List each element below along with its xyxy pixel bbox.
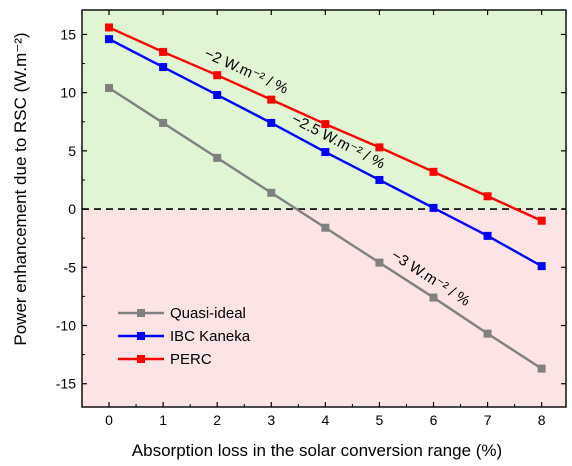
region-positive <box>82 10 566 210</box>
y-axis-label: Power enhancement due to RSC (W.m⁻²) <box>11 32 30 345</box>
point-perc-2 <box>213 71 222 80</box>
x-tick-label: 8 <box>538 412 546 428</box>
y-tick-label: -10 <box>56 318 76 334</box>
point-ibc-kaneka-4 <box>321 148 330 157</box>
point-quasi-ideal-0 <box>105 84 114 93</box>
point-ibc-kaneka-1 <box>159 63 168 72</box>
point-quasi-ideal-8 <box>537 364 546 373</box>
y-tick-label: 15 <box>60 26 76 42</box>
plot-background <box>82 10 566 407</box>
legend-label-ibc-kaneka: IBC Kaneka <box>170 328 251 345</box>
x-tick-label: 2 <box>213 412 221 428</box>
point-perc-0 <box>105 23 114 32</box>
region-negative <box>82 209 566 407</box>
axes-group: 0 1 2 3 4 5 6 7 8 -15 -10 -5 0 5 10 15 <box>56 9 567 428</box>
y-tick-label: 5 <box>68 143 76 159</box>
point-perc-8 <box>537 216 546 225</box>
x-tick-label: 5 <box>376 412 384 428</box>
point-quasi-ideal-6 <box>429 293 438 302</box>
point-perc-4 <box>321 120 330 129</box>
x-tick-label: 4 <box>321 412 329 428</box>
point-ibc-kaneka-8 <box>537 262 546 271</box>
series-group <box>105 23 546 373</box>
x-axis-label: Absorption loss in the solar conversion … <box>132 441 502 460</box>
point-ibc-kaneka-5 <box>375 175 384 184</box>
point-perc-6 <box>429 167 438 176</box>
legend-label-quasi-ideal: Quasi-ideal <box>170 305 246 322</box>
point-quasi-ideal-3 <box>267 188 276 197</box>
point-quasi-ideal-5 <box>375 258 384 267</box>
legend-marker-ibc-kaneka <box>137 332 145 340</box>
x-tick-label: 1 <box>159 412 167 428</box>
x-tick-label: 3 <box>267 412 275 428</box>
point-ibc-kaneka-2 <box>213 90 222 99</box>
point-perc-5 <box>375 143 384 152</box>
point-ibc-kaneka-0 <box>105 35 114 44</box>
point-quasi-ideal-2 <box>213 153 222 162</box>
point-quasi-ideal-7 <box>483 329 492 338</box>
legend: Quasi-ideal IBC Kaneka PERC <box>118 305 251 368</box>
y-tick-label: -15 <box>56 376 76 392</box>
point-perc-3 <box>267 95 276 104</box>
point-ibc-kaneka-7 <box>483 231 492 240</box>
y-tick-label: 0 <box>68 201 76 217</box>
point-perc-7 <box>483 192 492 201</box>
y-tick-label: 10 <box>60 85 76 101</box>
legend-marker-perc <box>137 355 145 363</box>
point-ibc-kaneka-6 <box>429 203 438 212</box>
x-tick-label: 0 <box>105 412 113 428</box>
legend-marker-quasi-ideal <box>137 309 145 317</box>
x-tick-label: 6 <box>430 412 438 428</box>
legend-label-perc: PERC <box>170 351 212 368</box>
point-ibc-kaneka-3 <box>267 118 276 127</box>
y-tick-label: -5 <box>64 259 77 275</box>
point-perc-1 <box>159 47 168 56</box>
point-quasi-ideal-1 <box>159 118 168 127</box>
x-tick-label: 7 <box>484 412 492 428</box>
point-quasi-ideal-4 <box>321 223 330 232</box>
